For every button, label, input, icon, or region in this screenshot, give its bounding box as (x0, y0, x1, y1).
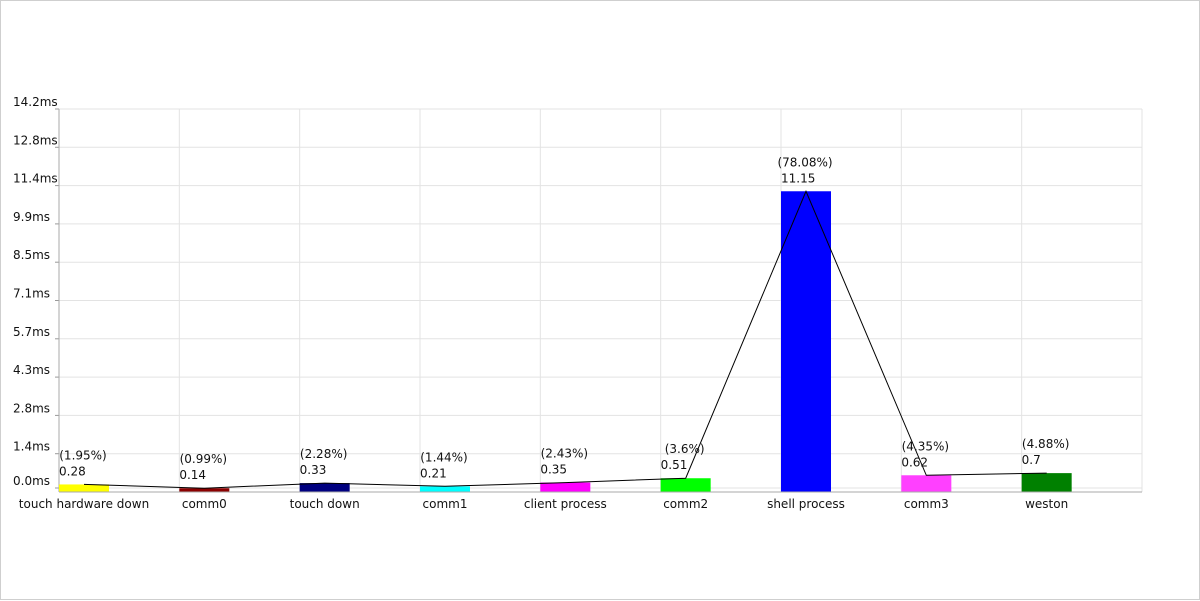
y-tick-label: 11.4ms (13, 172, 58, 186)
y-tick-label: 7.1ms (13, 287, 50, 301)
percent-label: (0.99%) (180, 452, 227, 466)
value-label: 0.21 (420, 466, 447, 480)
data-labels: (1.95%) 0.28 (0.99%) 0.14 (2.28%) 0.33 (1.44%)… (59, 155, 1069, 482)
grid-lines (59, 108, 1143, 492)
y-tick-label: 12.8ms (13, 133, 58, 147)
y-axis: 0.0ms 1.4ms 2.8ms 4.3ms 5.7ms 7.1ms 8.5ms 9.9ms… (13, 95, 60, 492)
percent-label: (2.28%) (300, 447, 347, 461)
y-tick-label: 0.0ms (13, 474, 50, 488)
category-label: weston (1025, 497, 1068, 511)
category-label: comm2 (663, 497, 708, 511)
category-label: comm0 (182, 497, 227, 511)
y-tick-label: 9.9ms (13, 210, 50, 224)
value-label: 11.15 (781, 171, 815, 185)
bar (901, 475, 952, 492)
percent-label: (1.44%) (420, 450, 467, 464)
value-label: 0.33 (300, 463, 327, 477)
value-label: 0.51 (661, 458, 688, 472)
bar (781, 191, 831, 492)
percent-label: (2.43%) (541, 447, 588, 461)
category-label: shell process (767, 497, 845, 511)
y-tick-label: 4.3ms (13, 363, 50, 377)
trend-line-path (83, 190, 1047, 489)
value-label: 0.7 (1022, 453, 1041, 467)
bar (59, 484, 109, 492)
trend-line (83, 190, 1047, 489)
value-label: 0.35 (540, 463, 567, 477)
bar (420, 486, 470, 492)
percent-label: (4.35%) (902, 439, 949, 453)
category-label: touch hardware down (19, 497, 149, 511)
percent-label: (1.95%) (59, 448, 106, 462)
category-label: touch down (290, 497, 360, 511)
bar (540, 482, 591, 492)
bars (59, 191, 1072, 492)
category-label: comm3 (904, 497, 949, 511)
y-tick-label: 8.5ms (13, 248, 50, 262)
bar (179, 488, 230, 492)
bar (660, 478, 711, 492)
value-label: 0.14 (179, 468, 206, 482)
y-tick-label: 2.8ms (13, 401, 50, 415)
percent-label: (3.6%) (665, 442, 705, 456)
x-axis: touch hardware down comm0 touch down comm1 c… (19, 491, 1142, 511)
percent-label: (78.08%) (777, 155, 832, 169)
bar (299, 483, 350, 492)
value-label: 0.28 (59, 464, 86, 478)
category-label: client process (524, 497, 607, 511)
y-tick-label: 1.4ms (13, 440, 50, 454)
category-label: comm1 (423, 497, 468, 511)
y-tick-label: 14.2ms (13, 95, 58, 109)
percent-label: (4.88%) (1022, 437, 1069, 451)
y-tick-label: 5.7ms (13, 325, 50, 339)
value-label: 0.62 (901, 455, 928, 469)
bar (1021, 473, 1072, 492)
